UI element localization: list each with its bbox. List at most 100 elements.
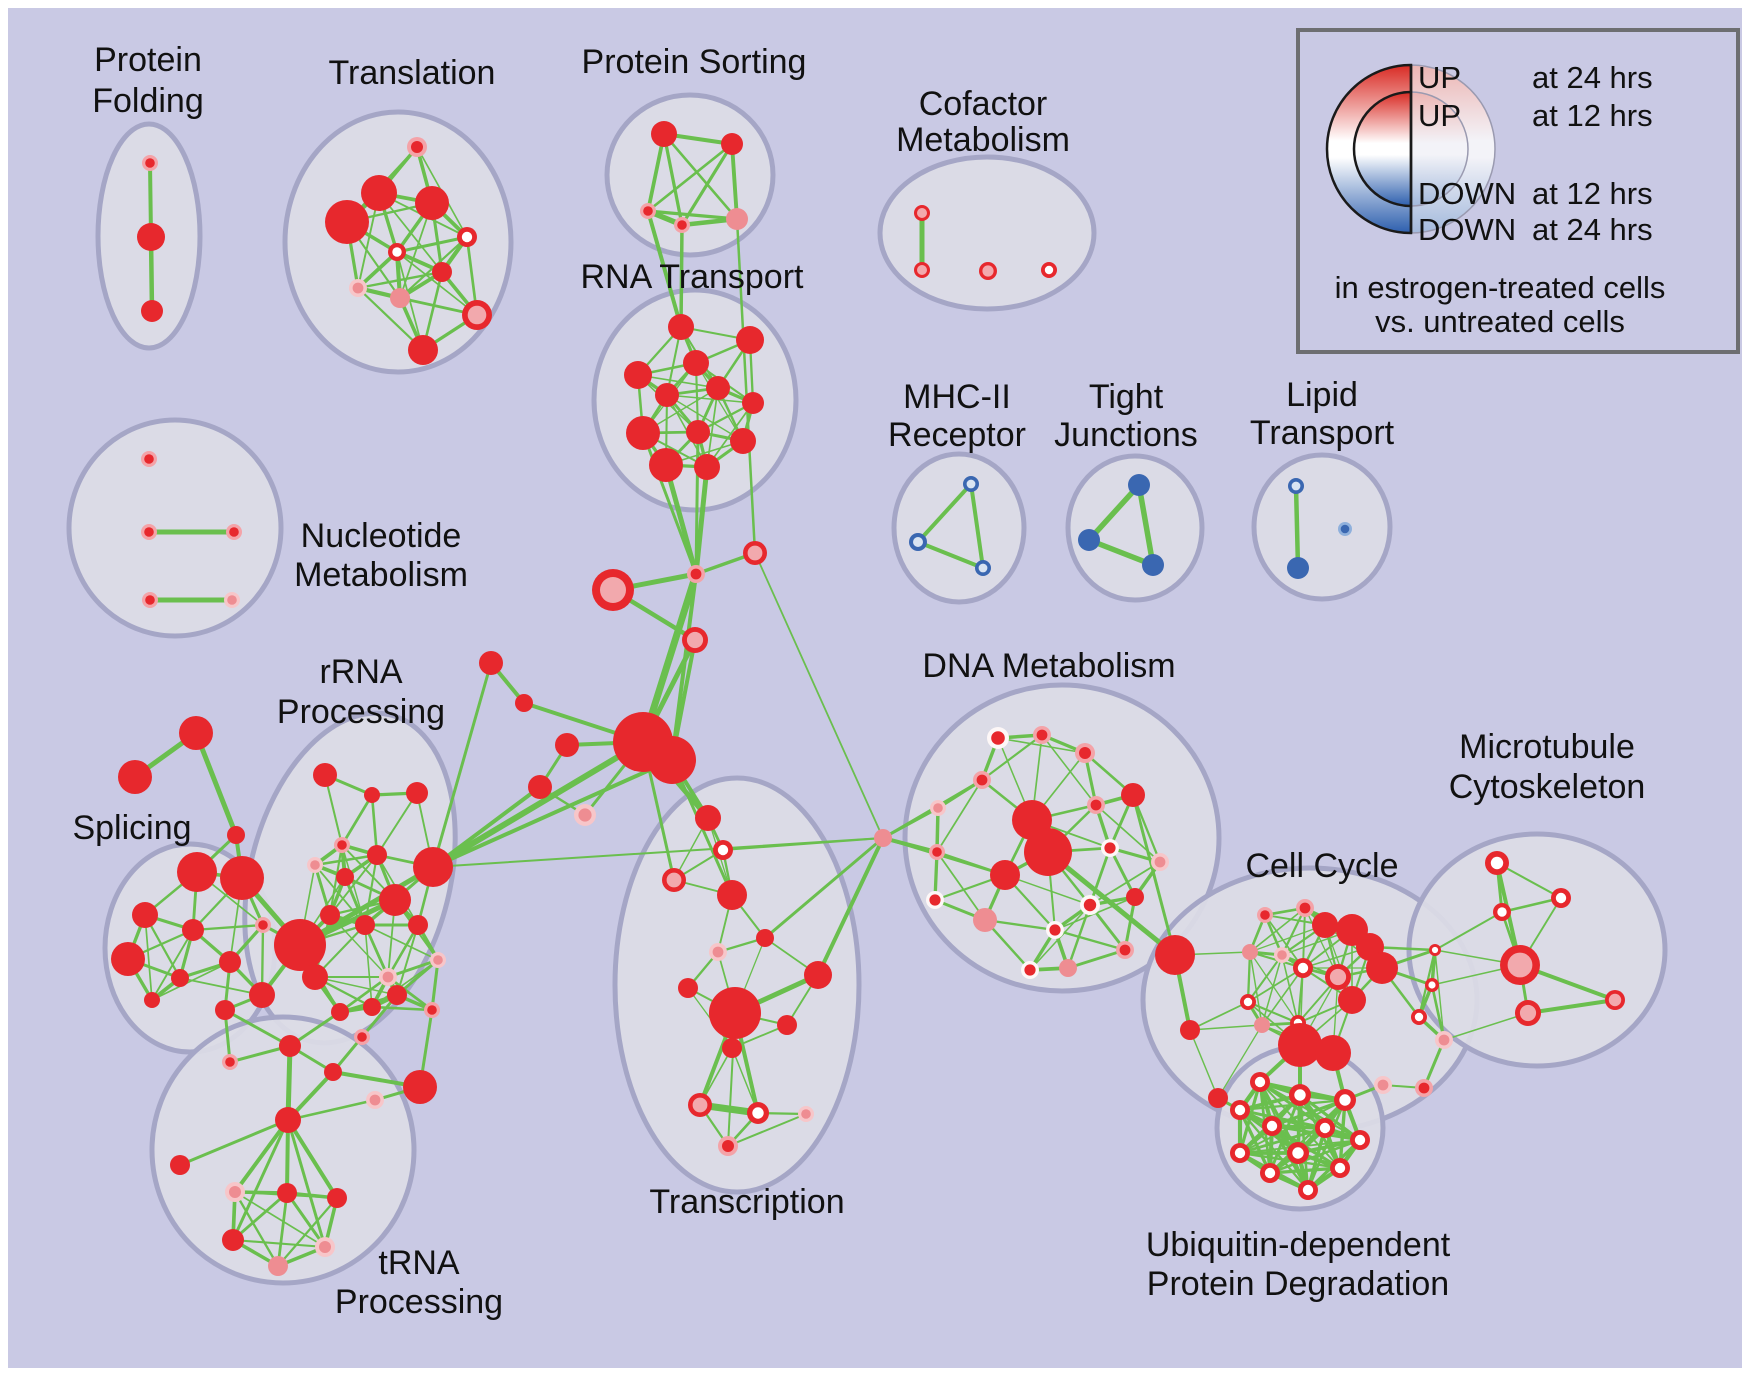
node-pp bbox=[930, 800, 946, 816]
node-r bbox=[274, 919, 326, 971]
node-b bbox=[1287, 557, 1309, 579]
node-pr bbox=[973, 771, 991, 789]
node-pr bbox=[226, 524, 242, 540]
node-pp bbox=[349, 279, 367, 297]
node-pr bbox=[141, 451, 157, 467]
node-bw bbox=[909, 533, 927, 551]
node-r bbox=[1155, 935, 1195, 975]
node-rw bbox=[1289, 1084, 1311, 1106]
node-p bbox=[1254, 1017, 1270, 1033]
legend-time-1: at 12 hrs bbox=[1532, 98, 1653, 133]
node-pr bbox=[1075, 743, 1095, 763]
node-pr bbox=[1033, 726, 1051, 744]
node-rp bbox=[592, 569, 634, 611]
node-p bbox=[390, 288, 410, 308]
node-r bbox=[624, 361, 652, 389]
node-r bbox=[1121, 783, 1145, 807]
cluster-ellipse-mhc-ii-receptor bbox=[891, 451, 1027, 605]
node-r bbox=[709, 987, 761, 1039]
node-rp bbox=[914, 262, 930, 278]
node-r bbox=[355, 915, 375, 935]
legend-caption-line-2: vs. untreated cells bbox=[1375, 304, 1625, 339]
node-r bbox=[777, 1015, 797, 1035]
node-wr bbox=[926, 891, 944, 909]
node-r bbox=[1366, 952, 1398, 984]
node-r bbox=[141, 300, 163, 322]
legend-time-0: at 24 hrs bbox=[1532, 60, 1653, 95]
node-r bbox=[118, 760, 152, 794]
node-r bbox=[325, 200, 369, 244]
node-r bbox=[171, 969, 189, 987]
node-pr bbox=[718, 1136, 738, 1156]
node-r bbox=[249, 982, 275, 1008]
node-pr bbox=[354, 1029, 370, 1045]
cluster-label-microtubule-cytoskeleton: Microtubule Cytoskeleton bbox=[1449, 728, 1646, 806]
cluster-label-transcription: Transcription bbox=[649, 1183, 844, 1221]
cluster-label-cell-cycle: Cell Cycle bbox=[1245, 847, 1398, 885]
node-r bbox=[364, 787, 380, 803]
node-r bbox=[215, 1000, 235, 1020]
node-wr bbox=[1021, 961, 1039, 979]
node-pp bbox=[574, 804, 596, 826]
node-pp bbox=[379, 968, 397, 986]
cluster-label-nucleotide-metabolism: Nucleotide Metabolism bbox=[294, 517, 468, 594]
cluster-label-rna-transport: RNA Transport bbox=[581, 258, 805, 296]
node-pp bbox=[224, 592, 240, 608]
cluster-label-tight-junctions: Tight Junctions bbox=[1054, 378, 1198, 454]
node-rw bbox=[1250, 1072, 1270, 1092]
cluster-ellipse-lipid-transport bbox=[1251, 452, 1393, 602]
legend-time-2: at 12 hrs bbox=[1532, 176, 1653, 211]
node-r bbox=[730, 428, 756, 454]
node-rw bbox=[1260, 1163, 1280, 1183]
node-r bbox=[387, 985, 407, 1005]
node-pp bbox=[225, 1182, 245, 1202]
node-r bbox=[649, 448, 683, 482]
cluster-label-mhc-ii-receptor: MHC-II Receptor bbox=[888, 378, 1026, 454]
node-rw bbox=[1293, 958, 1313, 978]
node-r bbox=[227, 826, 245, 844]
node-r bbox=[406, 782, 428, 804]
legend-box bbox=[1296, 28, 1740, 354]
node-rw bbox=[388, 243, 406, 261]
node-r bbox=[756, 929, 774, 947]
node-pp bbox=[366, 1091, 384, 1109]
node-b bbox=[1128, 474, 1150, 496]
node-pp bbox=[1274, 947, 1290, 963]
node-r bbox=[111, 942, 145, 976]
node-r bbox=[320, 905, 340, 925]
node-wr bbox=[1080, 895, 1100, 915]
node-r bbox=[415, 186, 449, 220]
node-pr bbox=[255, 917, 271, 933]
node-r bbox=[413, 847, 453, 887]
node-pp bbox=[307, 857, 323, 873]
cluster-label-rrna-processing: rRNA Processing bbox=[277, 653, 445, 731]
node-r bbox=[736, 326, 764, 354]
node-r bbox=[219, 951, 241, 973]
node-rw bbox=[1262, 1116, 1282, 1136]
node-pp bbox=[1374, 1076, 1392, 1094]
node-p bbox=[1059, 959, 1077, 977]
node-r bbox=[1338, 986, 1366, 1014]
node-rw bbox=[747, 1102, 769, 1124]
node-p bbox=[874, 829, 892, 847]
node-r bbox=[367, 845, 387, 865]
node-pr bbox=[1257, 907, 1273, 923]
node-rw bbox=[1041, 262, 1057, 278]
nodes bbox=[111, 121, 1625, 1276]
legend-direction-2: DOWN bbox=[1418, 176, 1516, 211]
node-pp bbox=[709, 943, 727, 961]
node-r bbox=[626, 416, 660, 450]
node-rp bbox=[1500, 945, 1540, 985]
node-r bbox=[275, 1107, 301, 1133]
node-r bbox=[408, 915, 428, 935]
node-r bbox=[137, 223, 165, 251]
node-wr bbox=[987, 727, 1009, 749]
node-rw bbox=[1287, 1142, 1309, 1164]
node-r bbox=[1315, 1035, 1351, 1071]
node-rp bbox=[743, 541, 767, 565]
node-r bbox=[1180, 1020, 1200, 1040]
node-r bbox=[668, 314, 694, 340]
node-rw bbox=[1230, 1100, 1250, 1120]
node-r bbox=[432, 262, 452, 282]
